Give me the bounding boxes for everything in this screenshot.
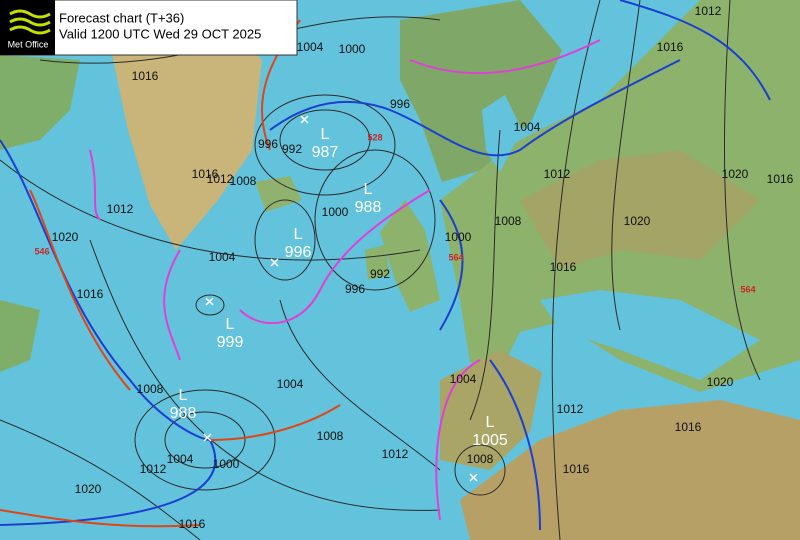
isobar-label: 1004 [450,372,477,386]
logo-mark [9,9,51,35]
isobar-label: 992 [370,267,390,281]
header: Met Office Forecast chart (T+36) Valid 1… [0,0,298,56]
isobar-label: 1016 [192,167,219,181]
isobar-label: 1020 [722,167,749,181]
isobar-label: 1004 [209,250,236,264]
isobar-label: 1012 [544,167,571,181]
isobar-label: 1008 [467,452,494,466]
isobar-label: 1000 [213,457,240,471]
isobar-label: 1008 [137,382,164,396]
isobar-label: 1004 [167,452,194,466]
isobar-label: 996 [345,282,365,296]
valid-time: Valid 1200 UTC Wed 29 OCT 2025 [59,26,261,41]
thickness-label: 546 [34,246,49,256]
low-pressure: 999 [217,334,244,351]
low-pressure: 988 [355,199,382,216]
isobar-label: 1008 [495,214,522,228]
low-pressure: 988 [170,405,197,422]
thickness-label: 528 [367,132,382,142]
thickness-label: 564 [740,284,755,294]
isobar-label: 992 [282,142,302,156]
isobar-label: 1016 [550,260,577,274]
isobar-label: 1012 [382,447,409,461]
isobar-label: 1020 [52,230,79,244]
low-letter: L [179,387,188,404]
low-letter: L [486,414,495,431]
low-letter: L [321,126,330,143]
isobar-label: 1016 [179,517,206,531]
isobar-label: 1000 [322,205,349,219]
low-letter: L [294,226,303,243]
isobar-label: 1016 [675,420,702,434]
title: Forecast chart (T+36) [59,10,184,25]
isobar-label: 1020 [624,214,651,228]
isobar-label: 1012 [140,462,167,476]
isobar-label: 1016 [657,40,684,54]
isobar-label: 1016 [563,462,590,476]
isobar-label: 996 [390,97,410,111]
isobar-label: 1012 [695,4,722,18]
low-centres [203,115,478,482]
logo-text: Met Office [8,39,49,49]
isobar-label: 1012 [207,172,234,186]
low-pressure: 996 [285,244,312,261]
isobar-label: 1016 [767,172,794,186]
isobar-label: 1008 [317,429,344,443]
isobar-label: 996 [258,137,278,151]
isobar-label: 1000 [339,42,366,56]
fronts [0,0,771,531]
low-letter: L [364,181,373,198]
isobar-label: 1004 [277,377,304,391]
isobar-label: 1020 [75,482,102,496]
isobar-label: 1020 [707,375,734,389]
isobar-label: 1016 [132,69,159,83]
isobar-label: 1004 [297,40,324,54]
isobars [0,0,761,540]
thickness-label: 564 [448,252,463,262]
low-pressure: 987 [312,144,339,161]
isobar-label: 1008 [230,174,257,188]
low-letter: L [226,316,235,333]
isobar-label: 1000 [445,230,472,244]
low-pressure: 1005 [472,432,508,449]
isobar-label: 1012 [107,202,134,216]
isobar-label: 1004 [514,120,541,134]
isobar-label: 1012 [557,402,584,416]
isobar-label: 1016 [77,287,104,301]
